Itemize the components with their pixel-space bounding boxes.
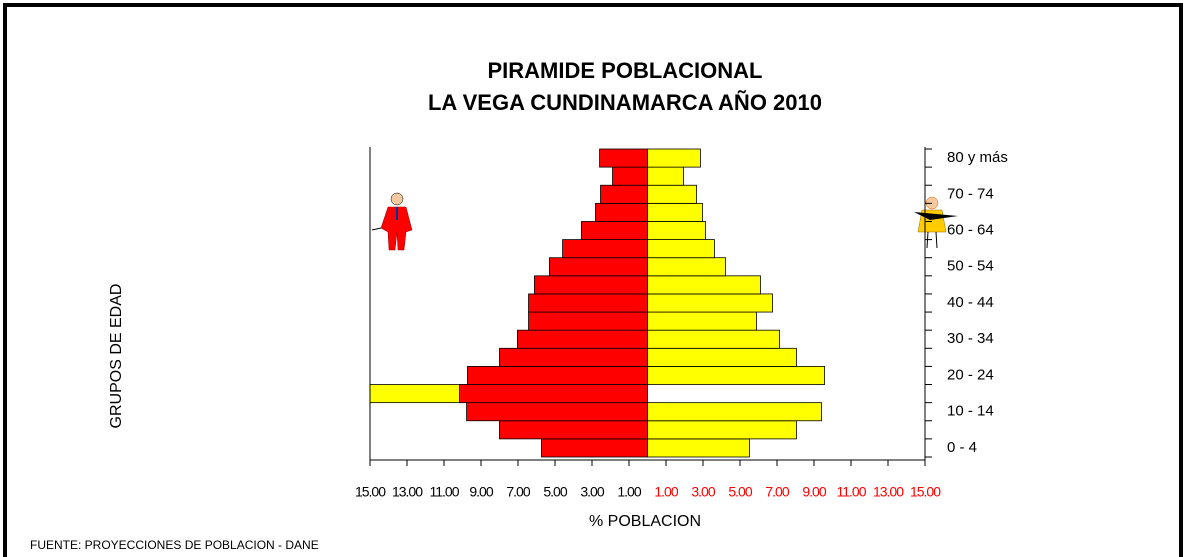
y-tick-label: 80 y más [947, 149, 1008, 166]
y-tick-label: 30 - 34 [947, 330, 994, 347]
bar [528, 311, 648, 331]
y-tick-label: 40 - 44 [947, 294, 994, 311]
bar [647, 221, 706, 240]
bar [647, 420, 797, 440]
x-tick-label: 7.00 [506, 484, 530, 500]
x-tick-label: 13.00 [392, 484, 423, 500]
x-tick-label: 1.00 [654, 484, 678, 500]
bar [599, 148, 648, 168]
chart-title: LA VEGA CUNDINAMARCA AÑO 2010 [428, 90, 822, 115]
y-tick-label: 10 - 14 [947, 403, 994, 420]
bar [647, 275, 761, 295]
y-tick-label: 0 - 4 [947, 439, 977, 456]
bar [562, 239, 648, 259]
male-icon [371, 192, 413, 251]
y-tick-label: 60 - 64 [947, 221, 994, 238]
x-tick-label: 11.00 [837, 484, 867, 500]
bar [647, 166, 684, 186]
bar [595, 202, 648, 222]
x-tick-label: 15.00 [355, 484, 386, 500]
bar [647, 329, 780, 349]
x-tick-label: 9.00 [802, 484, 826, 500]
bar [647, 148, 701, 168]
bar [600, 184, 648, 204]
x-tick-label: 5.00 [543, 484, 567, 500]
bar [534, 275, 648, 295]
x-tick-label: 11.00 [430, 484, 460, 500]
y-tick-label: 20 - 24 [947, 366, 994, 383]
x-tick-label: 15.00 [910, 484, 941, 500]
y-tick-label: 70 - 74 [947, 185, 994, 202]
x-tick-label: 3.00 [580, 484, 604, 500]
y-axis-label: GRUPOS DE EDAD [108, 284, 125, 429]
bar [466, 402, 648, 422]
bar [647, 311, 757, 331]
bar [541, 438, 648, 458]
chart-title: PIRAMIDE POBLACIONAL [488, 58, 763, 83]
source: FUENTE: PROYECCIONES DE POBLACION - DANE [30, 538, 319, 552]
bar [647, 402, 822, 422]
x-tick-label: 3.00 [691, 484, 715, 500]
bar [647, 184, 697, 204]
bar [647, 257, 726, 277]
bar [499, 420, 648, 440]
x-tick-label: 5.00 [728, 484, 752, 500]
bar [647, 239, 715, 259]
bar [581, 221, 648, 240]
x-axis-label: % POBLACION [589, 513, 701, 530]
bar [549, 257, 648, 277]
bar [647, 438, 750, 458]
x-tick-label: 7.00 [765, 484, 789, 500]
x-tick-label: 13.00 [873, 484, 904, 500]
bar [647, 347, 797, 367]
bar [647, 366, 825, 385]
bar [612, 166, 648, 186]
bar [517, 329, 648, 349]
bar [647, 202, 703, 222]
bar [499, 347, 648, 367]
x-tick-label: 9.00 [469, 484, 493, 500]
x-tick-label: 1.00 [617, 484, 641, 500]
bar [528, 293, 648, 313]
bar [467, 366, 648, 385]
bar [647, 293, 773, 313]
bar [459, 384, 648, 404]
y-tick-label: 50 - 54 [947, 258, 994, 275]
